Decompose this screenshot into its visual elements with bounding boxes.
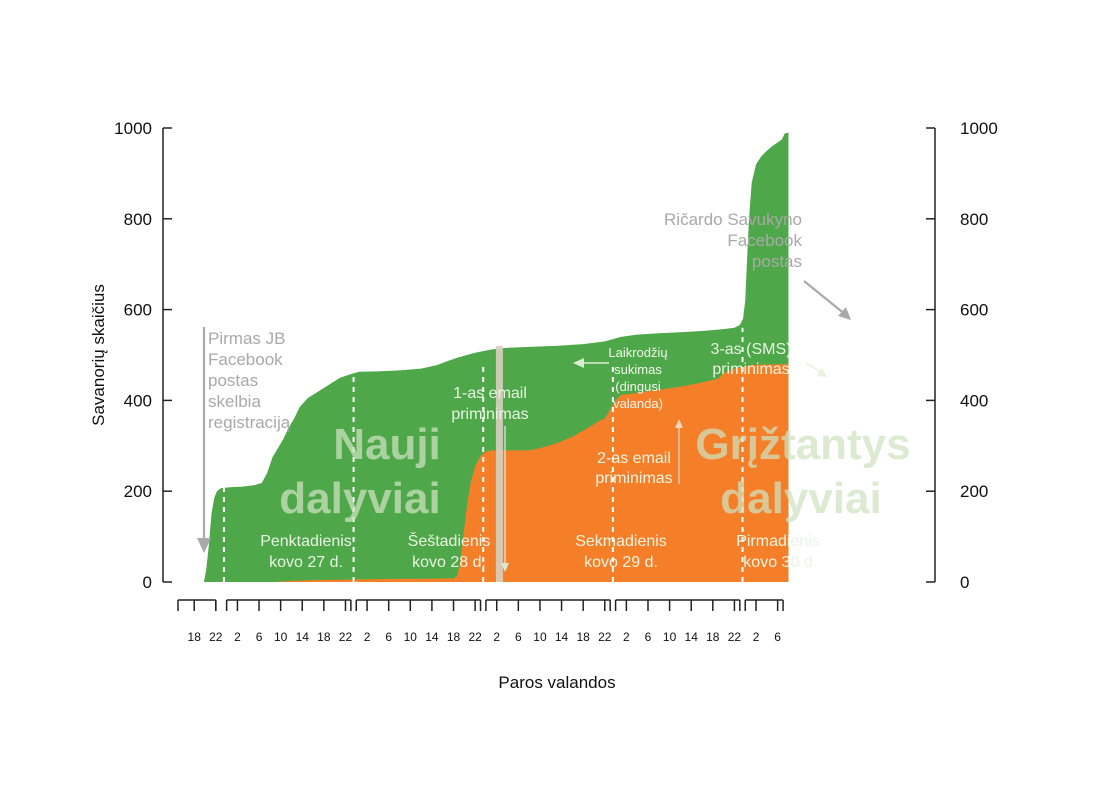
x-tick-label: 6	[774, 630, 781, 644]
returning-volunteers-label-line1: Grįžtantys	[695, 420, 910, 469]
y-tick-label-right: 600	[960, 301, 988, 320]
clock-annotation: Laikrodžių	[608, 345, 667, 360]
x-axis-title: Paros valandos	[498, 673, 615, 692]
x-tick-label: 6	[515, 630, 522, 644]
jb-post-annotation: registraciją	[208, 413, 291, 432]
jb-post-annotation: Pirmas JB	[208, 329, 285, 348]
x-tick-label: 2	[753, 630, 760, 644]
clock-annotation: sukimas	[614, 362, 662, 377]
day-name-label: Penktadienis	[260, 533, 352, 550]
x-tick-label: 22	[598, 630, 612, 644]
y-tick-label-left: 200	[124, 482, 152, 501]
x-tick-label: 18	[576, 630, 590, 644]
email2-arrow-head	[675, 419, 683, 428]
day-date-label: kovo 28 d.	[412, 554, 486, 571]
new-volunteers-label-line2: dalyviai	[279, 474, 440, 523]
email2-annotation: priminimas	[595, 470, 672, 487]
y-tick-label-right: 400	[960, 391, 988, 410]
x-tick-label: 22	[339, 630, 353, 644]
ricardo-annotation: Ričardo Savukyno	[664, 210, 802, 229]
x-tick-label: 6	[645, 630, 652, 644]
day-date-label: kovo 30 d	[743, 554, 812, 571]
day-name-label: Pirmadienis	[736, 533, 820, 550]
clock-arrow-head	[573, 358, 584, 368]
y-tick-label-right: 0	[960, 573, 969, 592]
x-tick-label: 18	[447, 630, 461, 644]
x-tick-label: 2	[493, 630, 500, 644]
jb-post-arrow-head	[197, 538, 211, 553]
jb-post-annotation: postas	[208, 371, 258, 390]
ricardo-arrow-line	[803, 280, 847, 316]
x-tick-label: 2	[364, 630, 371, 644]
x-tick-label: 10	[663, 630, 677, 644]
y-tick-label-left: 1000	[114, 119, 152, 138]
day-date-label: kovo 27 d.	[269, 554, 343, 571]
jb-post-annotation: skelbia	[208, 392, 261, 411]
x-tick-label: 18	[188, 630, 202, 644]
x-tick-label: 6	[385, 630, 392, 644]
y-tick-label-left: 400	[124, 391, 152, 410]
email1-annotation: priminimas	[451, 406, 528, 423]
x-tick-label: 10	[533, 630, 547, 644]
y-tick-label-left: 800	[124, 210, 152, 229]
sms-arrow-head	[817, 368, 827, 377]
x-tick-label: 10	[404, 630, 418, 644]
returning-volunteers-area	[275, 364, 789, 582]
jb-post-annotation: Facebook	[208, 350, 283, 369]
x-tick-label: 14	[685, 630, 699, 644]
y-tick-label-left: 600	[124, 301, 152, 320]
new-volunteers-label-line1: Nauji	[333, 420, 441, 469]
sms-annotation: 3-as (SMS)	[711, 341, 792, 358]
x-tick-label: 22	[209, 630, 223, 644]
email1-arrow-head	[501, 563, 509, 572]
ricardo-annotation: postas	[752, 252, 802, 271]
clock-annotation: valanda)	[613, 396, 663, 411]
x-tick-label: 6	[256, 630, 263, 644]
y-tick-label-right: 1000	[960, 119, 998, 138]
email1-annotation: 1-as email	[453, 385, 527, 402]
y-tick-label-left: 0	[143, 573, 152, 592]
day-name-label: Sekmadienis	[575, 533, 667, 550]
day-date-label: kovo 29 d.	[584, 554, 658, 571]
x-tick-label: 14	[555, 630, 569, 644]
x-tick-label: 2	[623, 630, 630, 644]
y-tick-label-right: 800	[960, 210, 988, 229]
x-tick-label: 14	[296, 630, 310, 644]
x-tick-label: 22	[728, 630, 742, 644]
y-axis-title: Savanorių skaičius	[89, 284, 108, 426]
x-tick-label: 22	[468, 630, 482, 644]
x-tick-label: 18	[317, 630, 331, 644]
x-tick-label: 10	[274, 630, 288, 644]
sms-annotation: priminimas	[712, 361, 789, 378]
x-tick-label: 14	[425, 630, 439, 644]
day-name-label: Šeštadienis	[408, 531, 491, 550]
email2-annotation: 2-as email	[597, 450, 671, 467]
returning-volunteers-label-line2: dalyviai	[720, 474, 881, 523]
ricardo-arrow-head	[838, 307, 851, 320]
clock-annotation: (dingusi	[615, 379, 661, 394]
ricardo-annotation: Facebook	[727, 231, 802, 250]
x-tick-label: 2	[234, 630, 241, 644]
x-tick-label: 18	[706, 630, 720, 644]
y-tick-label-right: 200	[960, 482, 988, 501]
